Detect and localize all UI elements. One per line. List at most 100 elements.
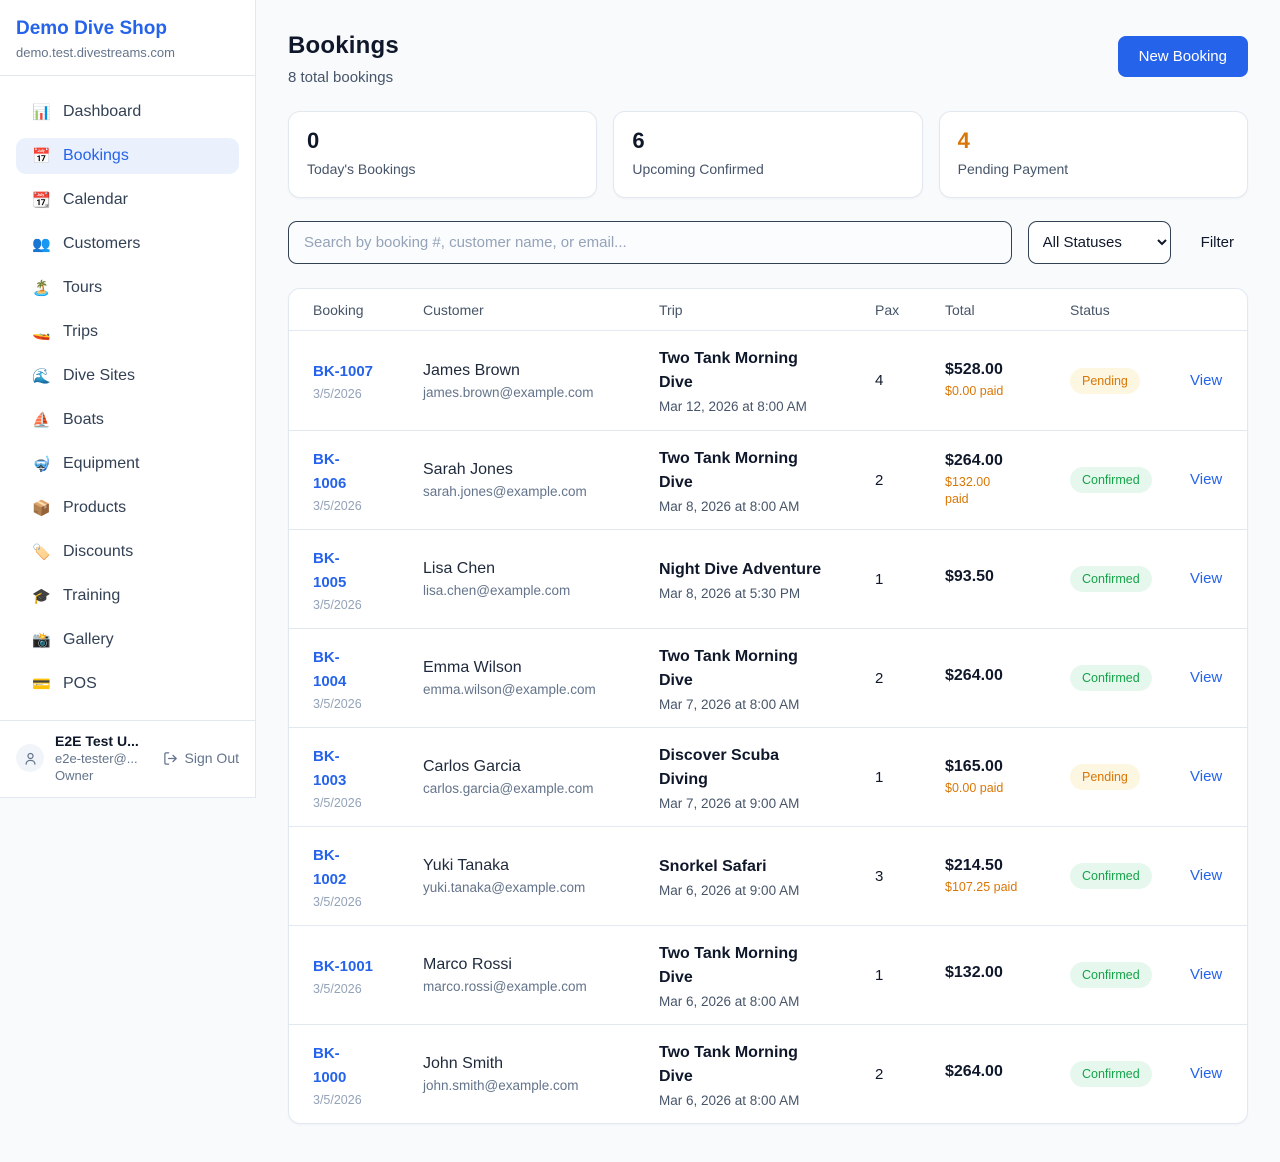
booking-id-link[interactable]: BK-1001 — [313, 957, 374, 975]
customer-name: James Brown — [423, 361, 520, 379]
customer-email: james.brown@example.com — [423, 384, 594, 400]
island-icon: 🏝️ — [32, 280, 51, 297]
stat-card-pending-payment: 4 Pending Payment — [938, 111, 1248, 198]
diving-mask-icon: 🤿 — [32, 456, 51, 473]
sidebar-item-boats[interactable]: ⛵ Boats — [16, 402, 239, 438]
booking-id-link[interactable]: BK- 1000 — [313, 1044, 347, 1086]
view-link[interactable]: View — [1190, 1065, 1223, 1082]
sidebar-item-training[interactable]: 🎓 Training — [16, 578, 239, 614]
sidebar-item-label: Discounts — [63, 543, 134, 560]
table-row: BK- 1006 3/5/2026 Sarah Jones sarah.jone… — [289, 430, 1247, 529]
paid-amount: $0.00 paid — [945, 780, 1004, 795]
sidebar-item-label: Training — [63, 587, 121, 604]
person-icon — [25, 752, 35, 765]
booking-id-link[interactable]: BK-1007 — [313, 363, 374, 380]
booking-id-link[interactable]: BK- 1006 — [313, 450, 347, 492]
users-icon: 👥 — [32, 236, 51, 253]
booking-id-link[interactable]: BK- 1002 — [313, 846, 347, 888]
total-amount: $132.00 — [945, 964, 1003, 981]
sidebar-item-pos[interactable]: 💳 POS — [16, 666, 239, 702]
view-link[interactable]: View — [1190, 371, 1223, 389]
sidebar-item-label: Dashboard — [63, 103, 142, 120]
total-amount: $165.00 — [945, 757, 1003, 775]
customer-email: sarah.jones@example.com — [423, 484, 587, 499]
trip-datetime: Mar 7, 2026 at 8:00 AM — [659, 696, 800, 712]
sign-out-button[interactable]: Sign Out — [163, 750, 239, 766]
total-amount: $264.00 — [945, 667, 1003, 684]
table-body: BK-1007 3/5/2026 James Brown james.brown… — [289, 331, 1247, 1123]
sidebar-item-equipment[interactable]: 🤿 Equipment — [16, 446, 239, 482]
status-select[interactable]: All Statuses — [1027, 221, 1171, 264]
trip-name: Two Tank Morning Dive — [659, 647, 798, 689]
table-row: BK-1007 3/5/2026 James Brown james.brown… — [289, 331, 1247, 430]
booking-date: 3/5/2026 — [313, 1092, 362, 1107]
booking-date: 3/5/2026 — [313, 696, 362, 711]
sidebar-item-customers[interactable]: 👥 Customers — [16, 226, 239, 262]
sidebar-item-label: Tours — [63, 279, 103, 296]
search-input[interactable] — [288, 221, 1012, 264]
speedboat-icon: 🚤 — [32, 324, 51, 341]
view-link[interactable]: View — [1190, 966, 1223, 983]
stat-card-todays-bookings: 0 Today's Bookings — [288, 111, 598, 198]
view-link[interactable]: View — [1190, 867, 1223, 884]
col-header-booking: Booking — [313, 301, 364, 318]
booking-id-link[interactable]: BK- 1003 — [313, 747, 347, 789]
booking-id-link[interactable]: BK- 1005 — [313, 549, 347, 591]
customer-name: John Smith — [423, 1055, 504, 1072]
sidebar-item-dashboard[interactable]: 📊 Dashboard — [16, 94, 239, 130]
filter-row: All Statuses Filter — [288, 221, 1248, 264]
paid-amount: $107.25 paid — [945, 879, 1018, 894]
trip-name: Two Tank Morning Dive — [659, 1043, 798, 1085]
col-header-status: Status — [1070, 301, 1110, 318]
tear-off-calendar-icon: 📆 — [32, 192, 51, 209]
col-header-customer: Customer — [423, 301, 484, 318]
sign-out-label: Sign Out — [184, 750, 239, 766]
stat-value: 0 — [307, 128, 320, 153]
sidebar-item-trips[interactable]: 🚤 Trips — [16, 314, 239, 350]
bookings-table: Booking Customer Trip Pax Total Status B… — [288, 288, 1248, 1124]
table-row: BK- 1002 3/5/2026 Yuki Tanaka yuki.tanak… — [289, 826, 1247, 925]
customer-email: emma.wilson@example.com — [423, 682, 596, 697]
sidebar-item-calendar[interactable]: 📆 Calendar — [16, 182, 239, 218]
sidebar-item-dive-sites[interactable]: 🌊 Dive Sites — [16, 358, 239, 394]
sidebar-item-tours[interactable]: 🏝️ Tours — [16, 270, 239, 306]
user-info: E2E Test U... e2e-tester@... Owner — [55, 733, 152, 783]
booking-id-link[interactable]: BK- 1004 — [313, 648, 347, 690]
booking-date: 3/5/2026 — [313, 894, 362, 909]
total-amount: $93.50 — [945, 568, 994, 585]
shop-domain: demo.test.divestreams.com — [16, 45, 175, 60]
trip-datetime: Mar 8, 2026 at 5:30 PM — [659, 585, 801, 601]
trip-name: Discover Scuba Diving — [659, 746, 780, 788]
sidebar-item-label: Bookings — [63, 147, 129, 164]
view-link[interactable]: View — [1190, 471, 1223, 488]
filter-button[interactable]: Filter — [1187, 234, 1248, 251]
sidebar-item-label: Customers — [63, 235, 141, 252]
customer-email: yuki.tanaka@example.com — [423, 880, 586, 895]
sidebar-item-discounts[interactable]: 🏷️ Discounts — [16, 534, 239, 570]
sidebar-item-bookings[interactable]: 📅 Bookings — [16, 138, 239, 174]
status-badge: Confirmed — [1070, 665, 1152, 691]
sidebar-item-gallery[interactable]: 📸 Gallery — [16, 622, 239, 658]
trip-name: Two Tank Morning Dive — [659, 449, 798, 491]
table-row: BK- 1003 3/5/2026 Carlos Garcia carlos.g… — [289, 727, 1247, 826]
sidebar-item-products[interactable]: 📦 Products — [16, 490, 239, 526]
status-badge: Confirmed — [1070, 962, 1152, 988]
trip-datetime: Mar 6, 2026 at 8:00 AM — [659, 1092, 800, 1108]
table-row: BK- 1005 3/5/2026 Lisa Chen lisa.chen@ex… — [289, 529, 1247, 628]
status-badge: Confirmed — [1070, 1061, 1152, 1087]
new-booking-button[interactable]: New Booking — [1117, 36, 1248, 77]
customer-email: carlos.garcia@example.com — [423, 781, 594, 796]
view-link[interactable]: View — [1190, 768, 1223, 785]
col-header-trip: Trip — [659, 301, 683, 318]
status-badge: Confirmed — [1070, 863, 1152, 889]
table-row: BK- 1004 3/5/2026 Emma Wilson emma.wilso… — [289, 628, 1247, 727]
pax-count: 2 — [875, 669, 884, 687]
graduation-cap-icon: 🎓 — [32, 588, 51, 605]
view-link[interactable]: View — [1190, 669, 1223, 686]
trip-datetime: Mar 7, 2026 at 9:00 AM — [659, 795, 800, 811]
customer-name: Lisa Chen — [423, 560, 496, 577]
view-link[interactable]: View — [1190, 570, 1223, 587]
pax-count: 2 — [875, 1065, 884, 1083]
sidebar-item-label: Dive Sites — [63, 367, 136, 384]
stat-card-upcoming-confirmed: 6 Upcoming Confirmed — [613, 111, 923, 198]
